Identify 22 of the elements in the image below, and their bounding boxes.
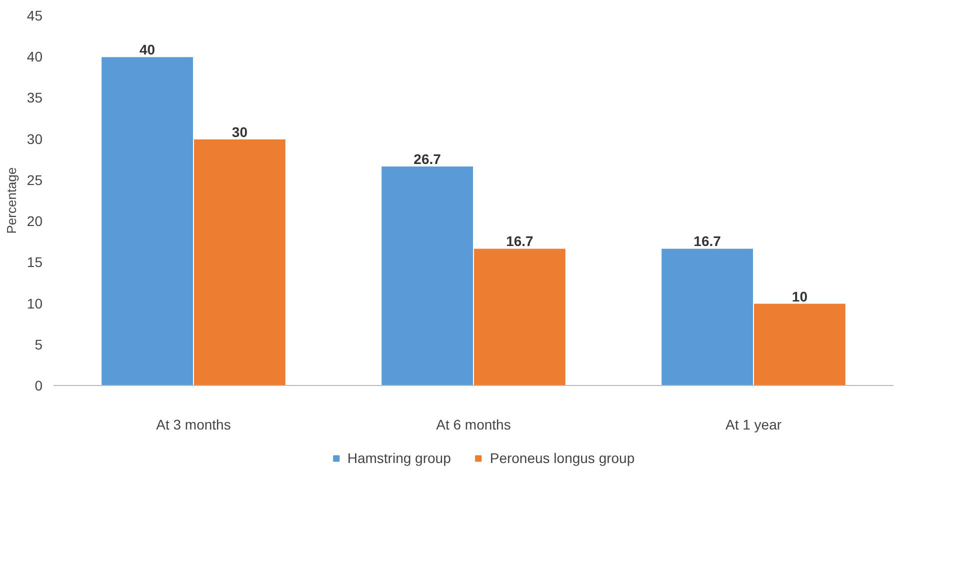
data-label: 30	[232, 124, 248, 140]
y-tick-label: 40	[26, 48, 43, 65]
y-tick-label: 10	[26, 295, 43, 312]
x-tick-label: At 1 year	[725, 416, 782, 432]
data-label: 26.7	[414, 150, 442, 167]
data-label: 10	[792, 288, 808, 304]
y-tick-label: 15	[26, 254, 43, 270]
x-tick-label: At 6 months	[436, 416, 511, 432]
y-tick-label: 5	[34, 336, 43, 352]
y-tick-label: 0	[34, 378, 43, 394]
data-label: 16.7	[694, 233, 722, 250]
x-tick-label: At 3 months	[156, 416, 231, 432]
y-tick-label: 25	[26, 172, 43, 188]
legend-label: Peroneus longus group	[490, 450, 635, 466]
data-label: 40	[140, 42, 156, 58]
y-tick-label: 35	[26, 90, 43, 106]
y-tick-label: 45	[26, 8, 43, 24]
data-label: 16.7	[506, 233, 534, 250]
y-axis-title: Percentage	[4, 167, 19, 234]
legend-label: Hamstring group	[347, 450, 451, 466]
y-tick-label: 20	[26, 213, 43, 230]
y-tick-label: 30	[26, 130, 43, 147]
